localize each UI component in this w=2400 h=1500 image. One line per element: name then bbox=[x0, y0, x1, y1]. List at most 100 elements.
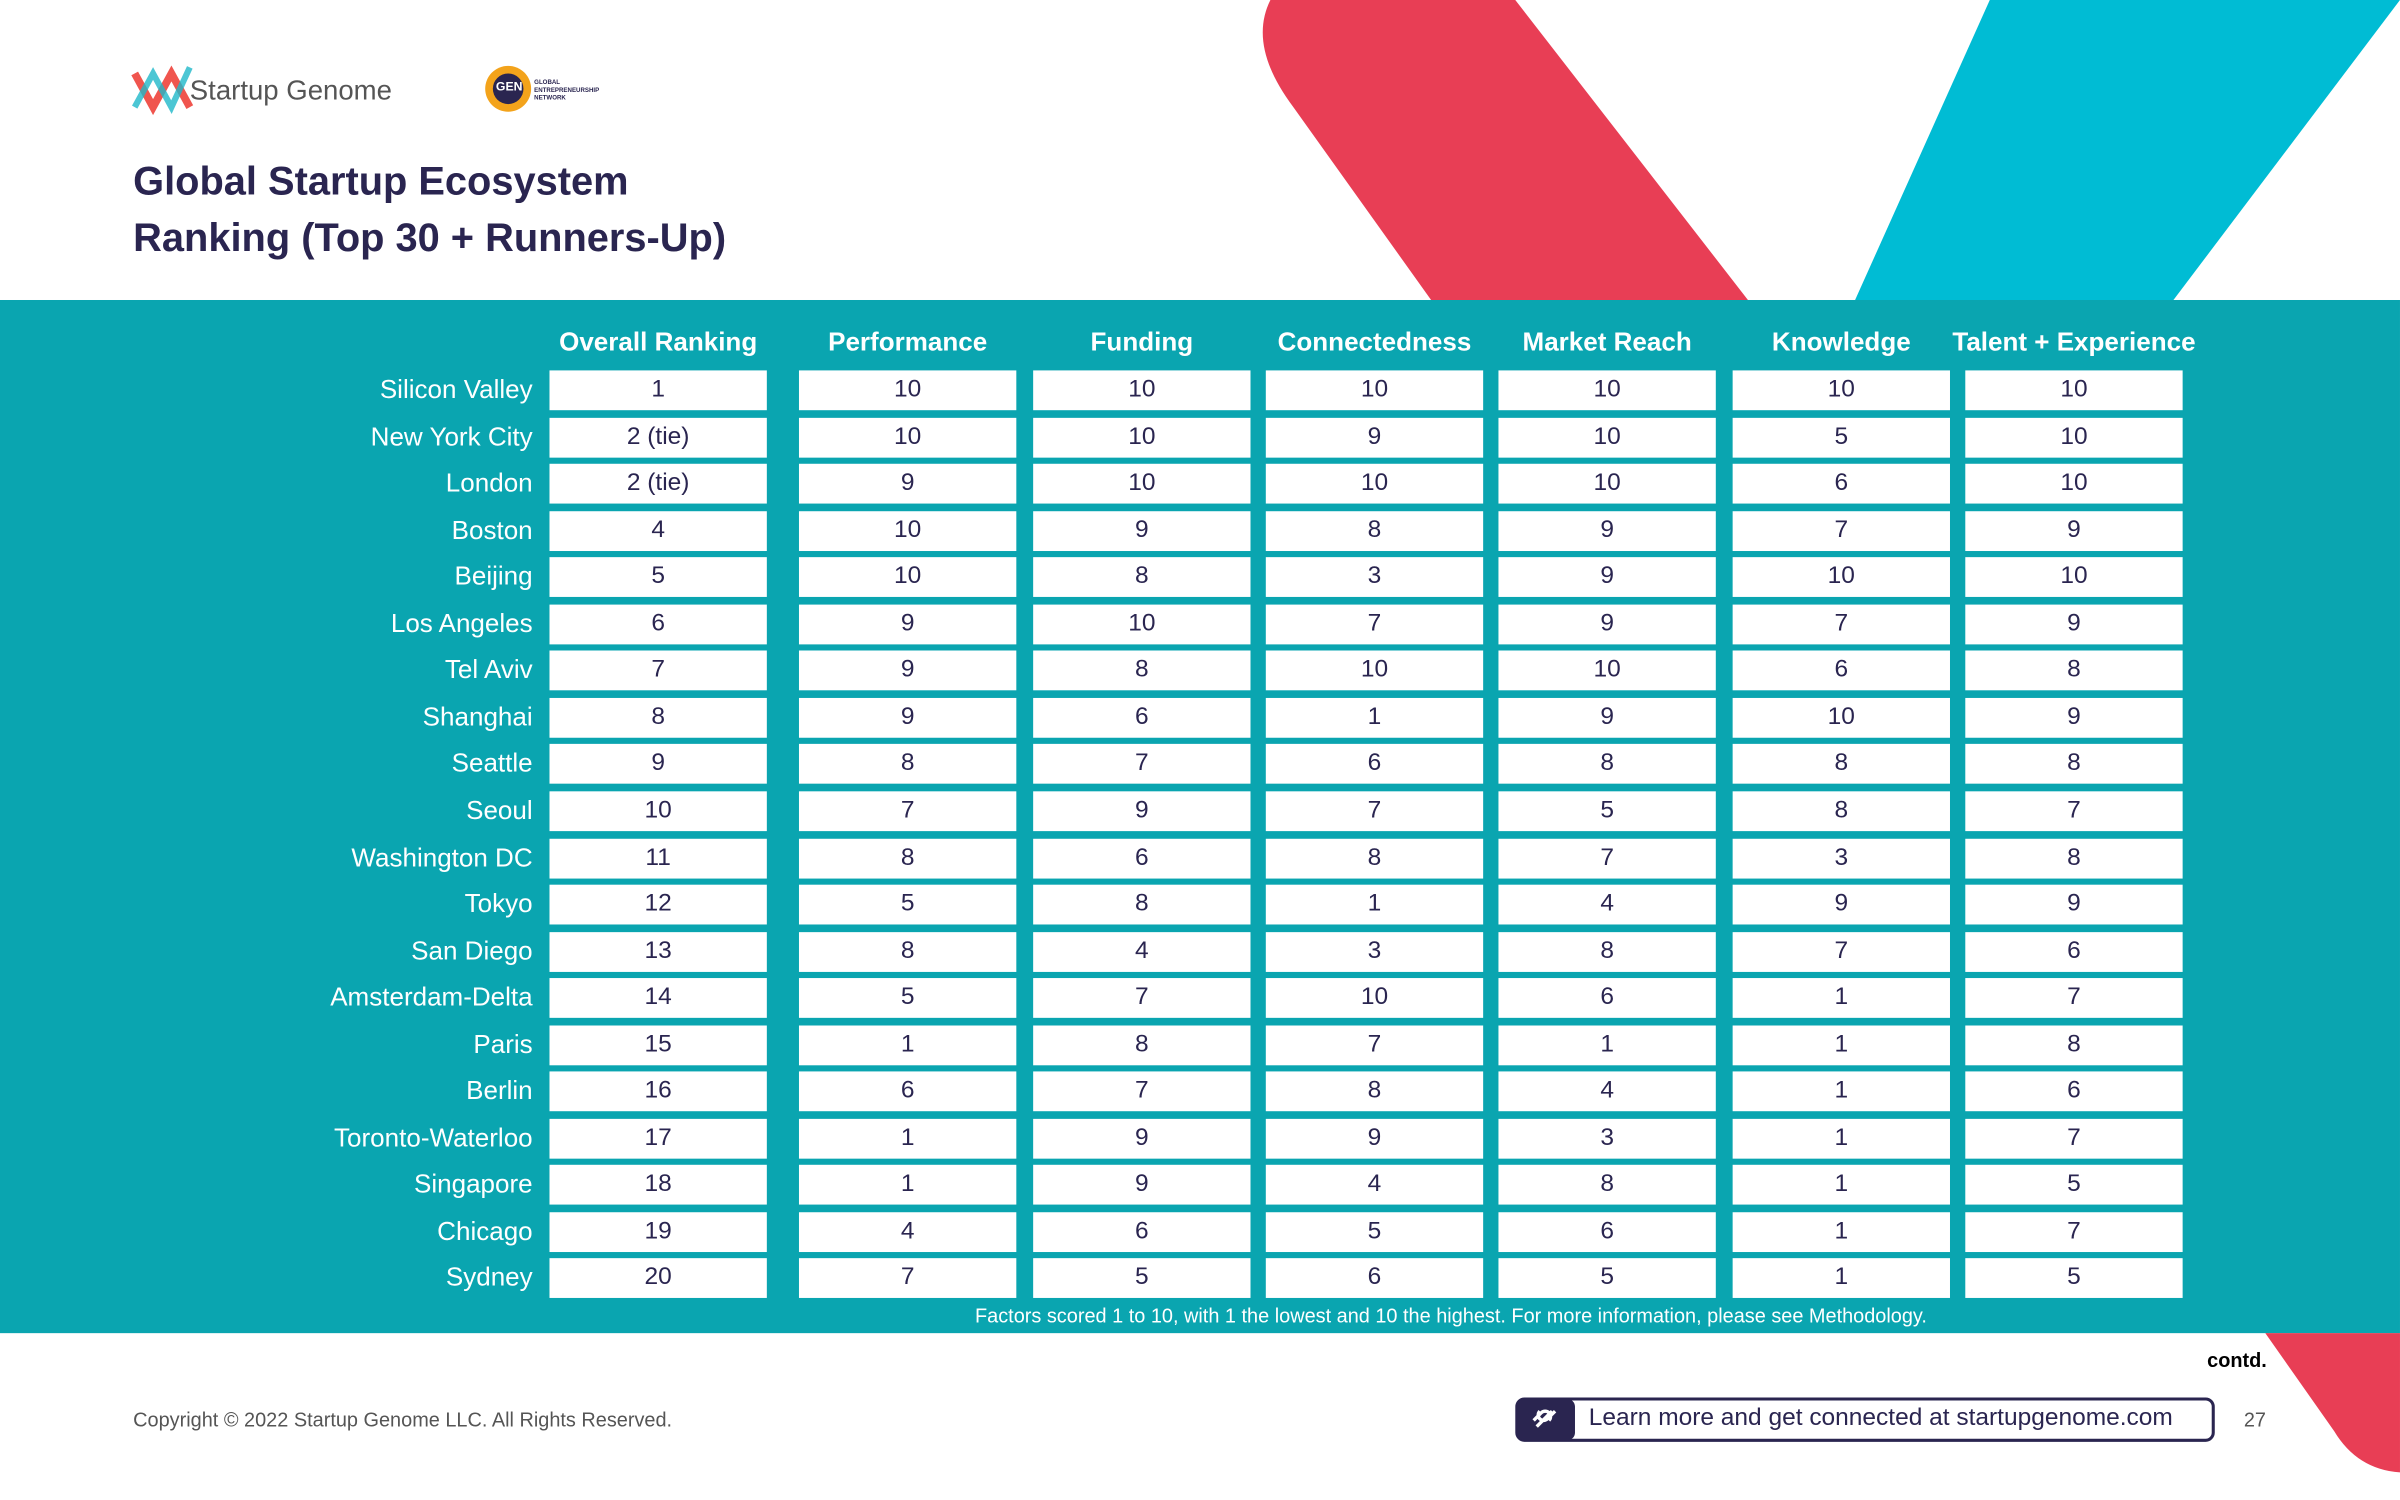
row-label: Silicon Valley bbox=[379, 374, 533, 405]
cell: 8 bbox=[1265, 1071, 1484, 1112]
cell: 7 bbox=[1265, 1025, 1484, 1065]
cell: 1 bbox=[1265, 884, 1484, 925]
cell: 8 bbox=[1033, 884, 1251, 925]
cell: 1 bbox=[549, 370, 767, 411]
cell: 10 bbox=[798, 370, 1017, 411]
cell: 10 bbox=[1265, 463, 1484, 504]
cell: 7 bbox=[1033, 978, 1251, 1019]
row-label: Los Angeles bbox=[390, 608, 533, 638]
cell: 9 bbox=[1265, 417, 1484, 457]
cell: 9 bbox=[1498, 604, 1716, 644]
contd: contd. bbox=[2207, 1348, 2267, 1372]
cell: 10 bbox=[1265, 978, 1484, 1019]
cell: 8 bbox=[1498, 931, 1716, 972]
cell: 8 bbox=[1033, 557, 1251, 598]
cell: 6 bbox=[1965, 1071, 2183, 1112]
cell: 7 bbox=[1732, 604, 1950, 644]
row-label: Chicago bbox=[437, 1216, 533, 1246]
cell: 19 bbox=[549, 1212, 767, 1252]
cell: 5 bbox=[1732, 417, 1950, 457]
link-text[interactable]: Learn more and get connected at startupg… bbox=[1588, 1405, 2173, 1432]
cell: 3 bbox=[1498, 1118, 1716, 1159]
cell: 16 bbox=[549, 1071, 767, 1112]
gen-text: GLOBAL ENTREPRENEURSHIP NETWORK bbox=[534, 78, 600, 102]
cell: 13 bbox=[549, 931, 767, 972]
cell: 6 bbox=[1732, 650, 1950, 691]
cell: 2 (tie) bbox=[549, 417, 767, 457]
copyright: Copyright © 2022 Startup Genome LLC. All… bbox=[133, 1408, 673, 1432]
cell: 7 bbox=[1265, 604, 1484, 644]
cell: 6 bbox=[1033, 838, 1251, 878]
cell: 9 bbox=[1498, 510, 1716, 551]
red-stripe bbox=[1262, 0, 1748, 300]
cell: 9 bbox=[1965, 510, 2183, 551]
cell: 8 bbox=[1732, 744, 1950, 785]
cell: 6 bbox=[1033, 697, 1251, 738]
cyan-stripe bbox=[1855, 0, 2400, 300]
cell: 10 bbox=[1498, 417, 1716, 457]
cell: 15 bbox=[549, 1025, 767, 1065]
cell: 8 bbox=[1265, 510, 1484, 551]
cell: 10 bbox=[1965, 557, 2183, 598]
cell: 7 bbox=[1965, 978, 2183, 1019]
cell: 8 bbox=[1732, 791, 1950, 832]
cell: 7 bbox=[1965, 791, 2183, 832]
cell: 5 bbox=[798, 978, 1017, 1019]
cell: 1 bbox=[1732, 1212, 1950, 1252]
cell: 6 bbox=[1498, 978, 1716, 1019]
cell: 9 bbox=[1498, 557, 1716, 598]
cell: 9 bbox=[1033, 791, 1251, 832]
cell: 9 bbox=[1498, 697, 1716, 738]
row-label: Berlin bbox=[466, 1076, 533, 1106]
cell: 11 bbox=[549, 838, 767, 878]
cell: 9 bbox=[1033, 510, 1251, 551]
cell: 5 bbox=[549, 557, 767, 598]
cell: 9 bbox=[1265, 1118, 1484, 1159]
cell: 8 bbox=[1033, 1025, 1251, 1065]
cell: 14 bbox=[549, 978, 767, 1019]
row-label: Singapore bbox=[414, 1169, 533, 1199]
cell: 7 bbox=[1498, 838, 1716, 878]
logo-text: Startup Genome bbox=[189, 74, 392, 106]
cell: 1 bbox=[1498, 1025, 1716, 1065]
cell: 6 bbox=[1265, 744, 1484, 785]
cell: 7 bbox=[798, 1258, 1017, 1299]
cell: 8 bbox=[1965, 744, 2183, 785]
cell: 8 bbox=[798, 838, 1017, 878]
gen-mark: GEN bbox=[495, 79, 523, 94]
cell: 8 bbox=[798, 744, 1017, 785]
cell: 10 bbox=[1732, 557, 1950, 598]
row-label: Boston bbox=[451, 515, 533, 545]
cell: 9 bbox=[1033, 1165, 1251, 1206]
cell: 9 bbox=[1965, 604, 2183, 644]
cell: 10 bbox=[798, 510, 1017, 551]
cell: 7 bbox=[1732, 931, 1950, 972]
cell: 8 bbox=[1965, 838, 2183, 878]
cell: 9 bbox=[798, 650, 1017, 691]
cell: 10 bbox=[1965, 417, 2183, 457]
cell: 8 bbox=[1498, 744, 1716, 785]
row-label: Paris bbox=[473, 1029, 533, 1059]
cell: 7 bbox=[798, 791, 1017, 832]
cell: 6 bbox=[1732, 463, 1950, 504]
column-header: Overall Ranking bbox=[559, 327, 758, 357]
cell: 6 bbox=[798, 1071, 1017, 1112]
cell: 1 bbox=[1732, 978, 1950, 1019]
cell: 1 bbox=[1265, 697, 1484, 738]
link-icon bbox=[1532, 1409, 1557, 1428]
cell: 8 bbox=[1965, 1025, 2183, 1065]
cell: 4 bbox=[549, 510, 767, 551]
cell: 12 bbox=[549, 884, 767, 925]
cell: 17 bbox=[549, 1118, 767, 1159]
cell: 6 bbox=[1033, 1212, 1251, 1252]
cell: 1 bbox=[798, 1118, 1017, 1159]
cell: 5 bbox=[798, 884, 1017, 925]
cell: 4 bbox=[798, 1212, 1017, 1252]
cell: 5 bbox=[1498, 791, 1716, 832]
cell: 10 bbox=[798, 557, 1017, 598]
cell: 5 bbox=[1265, 1212, 1484, 1252]
row-label: Amsterdam-Delta bbox=[330, 982, 533, 1012]
cell: 8 bbox=[549, 697, 767, 738]
cell: 8 bbox=[1033, 650, 1251, 691]
cell: 9 bbox=[1732, 884, 1950, 925]
